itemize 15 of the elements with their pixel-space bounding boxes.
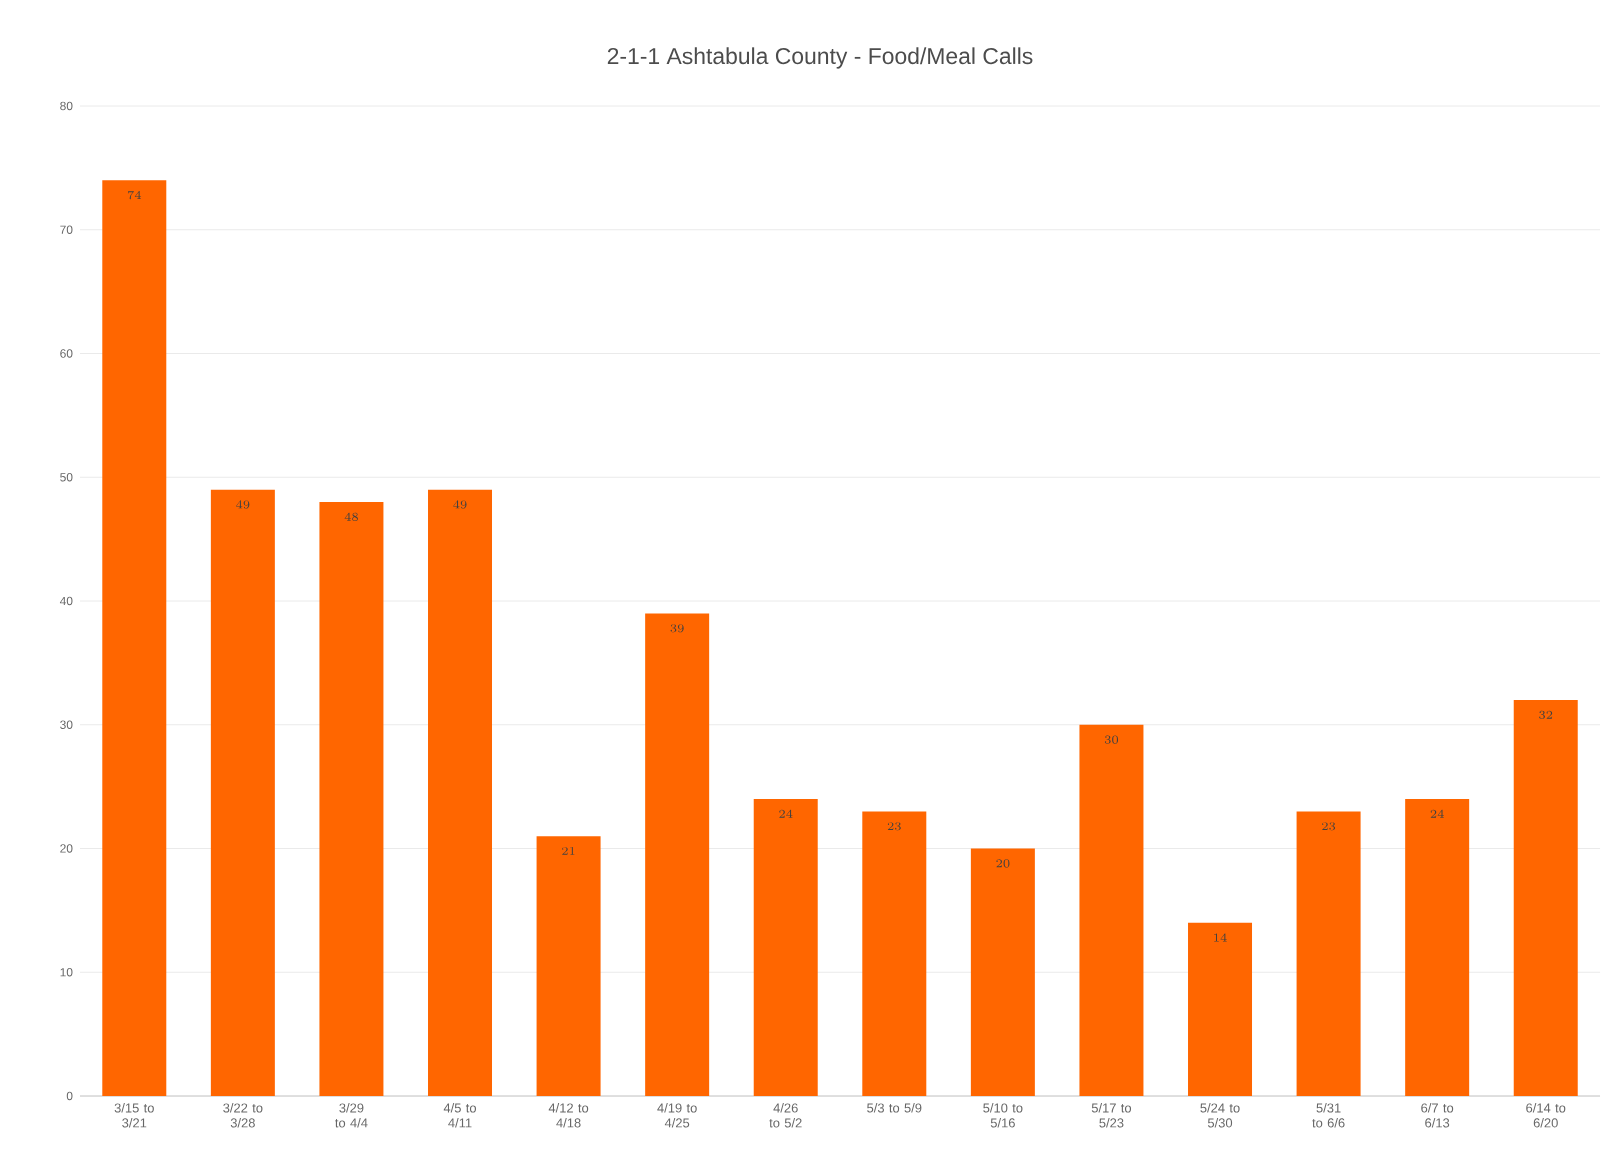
bar — [1405, 799, 1470, 1096]
bar — [1079, 724, 1144, 1096]
bar — [428, 489, 493, 1096]
bar — [753, 799, 818, 1096]
bar — [536, 836, 601, 1096]
bar — [319, 502, 384, 1096]
chart-title: 2-1-1 Ashtabula County - Food/Meal Calls — [607, 47, 1033, 69]
bar — [645, 613, 710, 1096]
bar — [1296, 811, 1361, 1096]
bar — [862, 811, 927, 1096]
bar — [1188, 922, 1253, 1096]
bar — [970, 848, 1035, 1096]
bar — [102, 180, 167, 1096]
bar — [1513, 700, 1578, 1096]
bar — [210, 489, 275, 1096]
